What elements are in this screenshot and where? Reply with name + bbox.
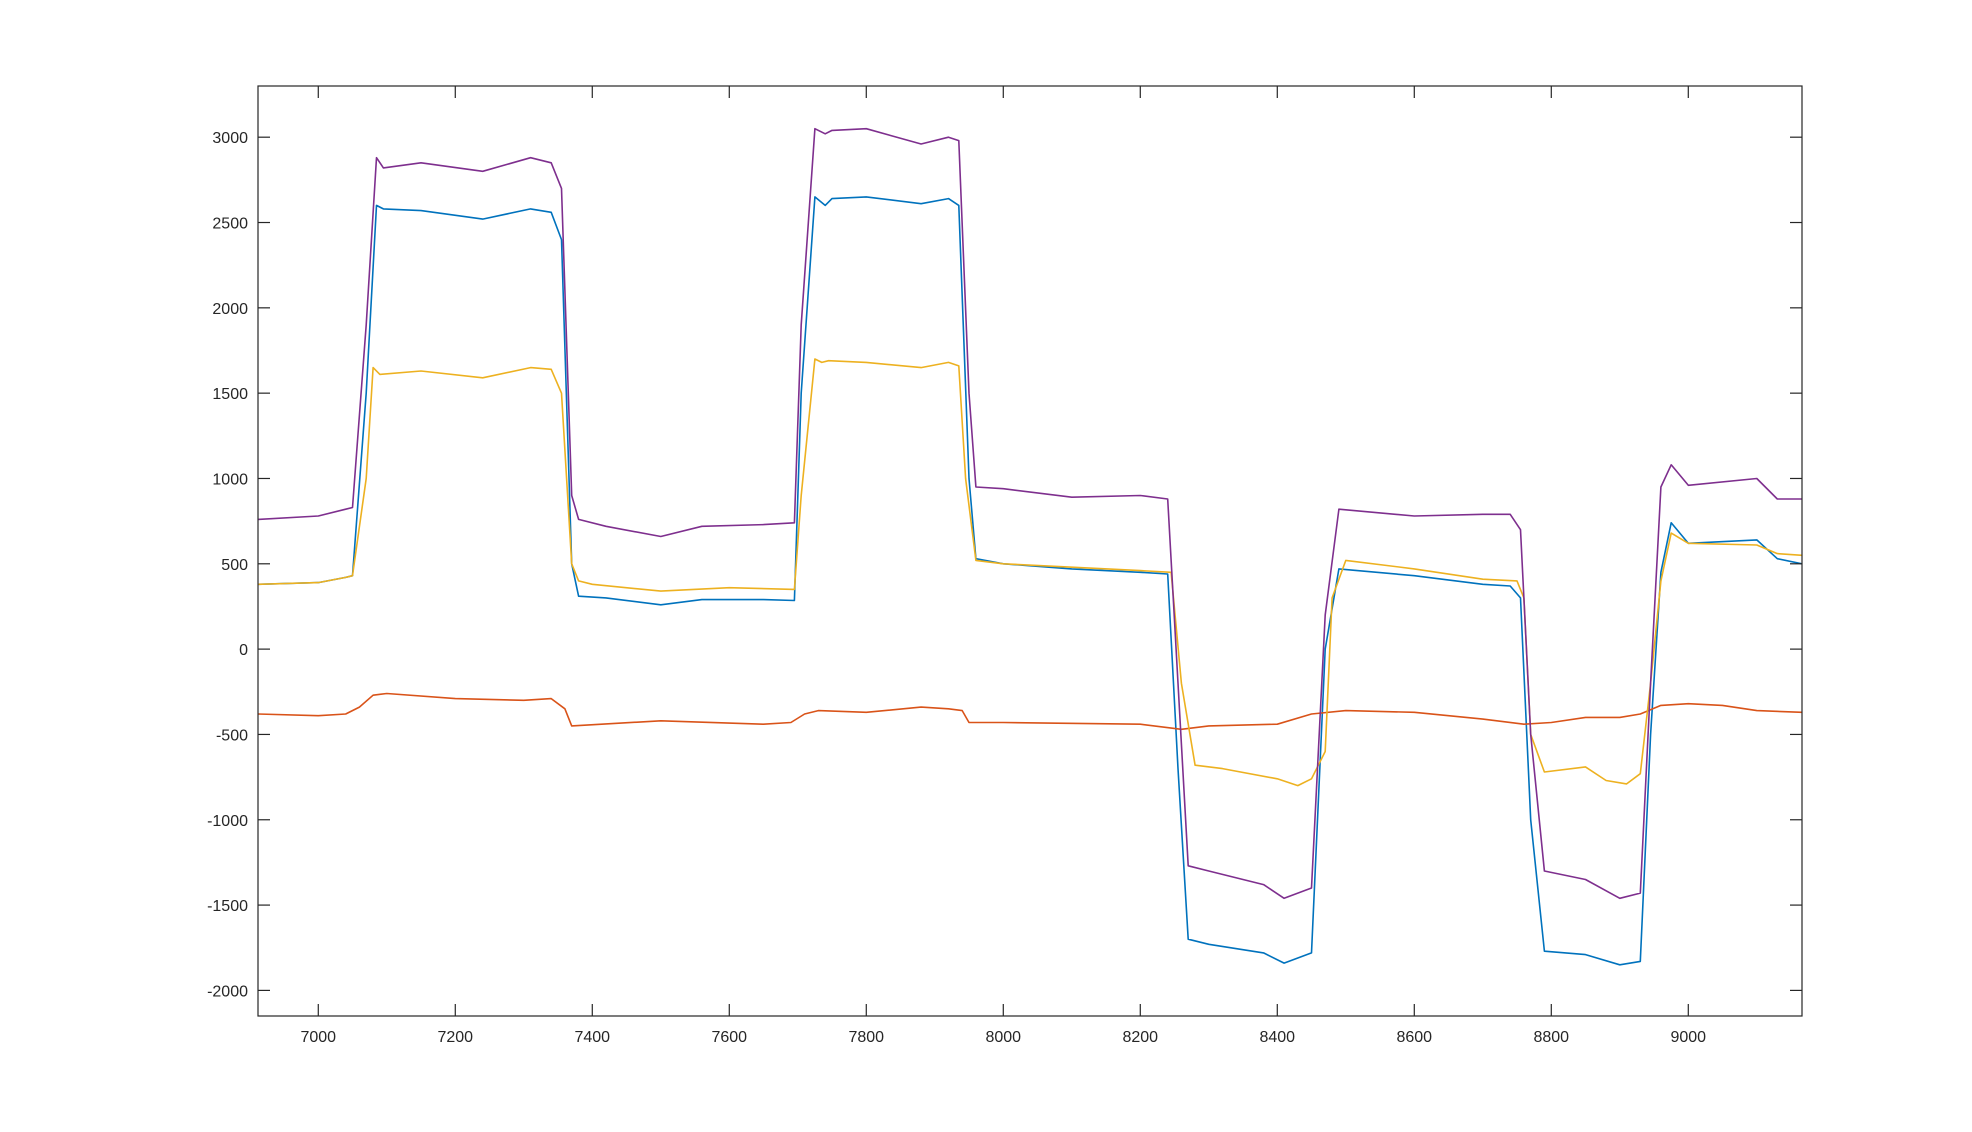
- y-tick-label: -2000: [207, 983, 248, 1000]
- series-layer: [258, 127, 1802, 966]
- y-tick-label: -1500: [207, 898, 248, 915]
- x-tick-label: 8200: [1122, 1029, 1158, 1046]
- y-tick-label: 1500: [212, 386, 248, 403]
- x-tick-label: 7600: [711, 1029, 747, 1046]
- y-tick-label: 2000: [212, 301, 248, 318]
- x-tick-label: 8000: [985, 1029, 1021, 1046]
- plot-background: [258, 86, 1802, 1016]
- x-tick-label: 7400: [574, 1029, 610, 1046]
- x-tick-label: 7200: [437, 1029, 473, 1046]
- series-line-4: [258, 127, 1802, 900]
- y-axis: -2000 -1500 -1000 -500 0 500 1000 1500 2000 2500 3…: [207, 130, 1802, 1000]
- y-tick-label: 0: [239, 642, 248, 659]
- y-tick-label: 500: [221, 557, 248, 574]
- series-line-3: [258, 358, 1802, 787]
- y-tick-label: -1000: [207, 813, 248, 830]
- x-tick-label: 8400: [1259, 1029, 1295, 1046]
- x-tick-label: 7800: [848, 1029, 884, 1046]
- y-tick-label: 3000: [212, 130, 248, 147]
- x-tick-label: 8600: [1396, 1029, 1432, 1046]
- x-tick-label: 8800: [1533, 1029, 1569, 1046]
- plot-frame: [257, 85, 1803, 1017]
- y-tick-label: 1000: [212, 471, 248, 488]
- x-tick-label: 7000: [300, 1029, 336, 1046]
- x-axis: 7000 7200 7400 7600 7800 8000 8200 8400 8600 8800…: [300, 86, 1706, 1046]
- x-tick-label: 9000: [1670, 1029, 1706, 1046]
- y-tick-label: 2500: [212, 216, 248, 233]
- series-line-2: [258, 692, 1802, 731]
- y-tick-label: -500: [216, 727, 248, 744]
